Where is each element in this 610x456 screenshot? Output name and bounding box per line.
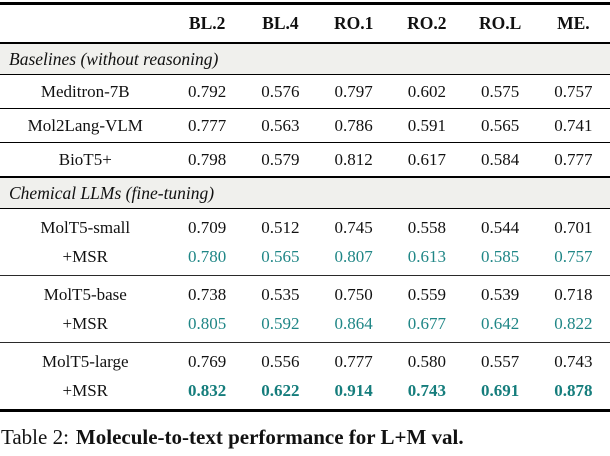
- caption-number: Table 2:: [1, 425, 69, 449]
- table-caption: Table 2: Molecule-to-text performance for…: [0, 425, 610, 450]
- metric-cell-best: 0.878: [536, 376, 610, 412]
- metric-cell-highlighted: 0.864: [317, 309, 391, 343]
- table-row-molt5-large-msr: +MSR 0.832 0.622 0.914 0.743 0.691 0.878: [0, 376, 610, 412]
- header-col-me: ME.: [557, 13, 590, 33]
- metric-cell: 0.591: [390, 108, 464, 143]
- metric-cell: 0.701: [554, 217, 593, 237]
- metric-cell: 0.777: [334, 351, 373, 371]
- metric-cell: 0.535: [261, 284, 300, 304]
- metric-cell: 0.792: [170, 74, 244, 109]
- row-label: Mol2Lang-VLM: [0, 108, 171, 143]
- metric-cell: 0.576: [243, 74, 318, 109]
- row-label: +MSR: [0, 309, 171, 343]
- metric-cell: 0.575: [463, 74, 537, 109]
- section-header-chemical-llms: Chemical LLMs (fine-tuning): [0, 177, 610, 209]
- metric-cell-best: 0.914: [317, 376, 391, 412]
- row-label: BioT5+: [0, 142, 171, 178]
- metric-cell: 0.741: [536, 108, 610, 143]
- metric-cell-highlighted: 0.565: [243, 242, 318, 276]
- metric-cell: 0.745: [334, 217, 373, 237]
- results-table: BL.2 BL.4 RO.1 RO.2 RO.L ME. Baselines (…: [0, 2, 610, 412]
- metric-cell-highlighted: 0.757: [536, 242, 610, 276]
- row-label: MolT5-base: [43, 284, 127, 304]
- metric-cell: 0.580: [407, 351, 446, 371]
- metric-cell: 0.757: [536, 74, 610, 109]
- caption-title: Molecule-to-text performance for L+M val…: [75, 425, 464, 449]
- metric-cell: 0.718: [554, 284, 593, 304]
- table-row-biot5: BioT5+ 0.798 0.579 0.812 0.617 0.584 0.7…: [0, 142, 610, 178]
- metric-cell: 0.579: [243, 142, 318, 178]
- metric-cell: 0.558: [407, 217, 446, 237]
- header-col-bl4: BL.4: [262, 13, 299, 33]
- metric-cell: 0.565: [463, 108, 537, 143]
- row-label: +MSR: [0, 242, 171, 276]
- header-col-ro1: RO.1: [333, 13, 374, 33]
- header-col-rol: RO.L: [478, 13, 522, 33]
- header-col-bl2: BL.2: [188, 13, 226, 33]
- metric-cell-highlighted: 0.592: [243, 309, 318, 343]
- row-label: Meditron-7B: [0, 74, 171, 109]
- metric-cell-highlighted: 0.585: [463, 242, 537, 276]
- row-label: MolT5-small: [40, 217, 131, 237]
- metric-cell: 0.777: [170, 108, 244, 143]
- metric-cell-best: 0.832: [170, 376, 244, 412]
- metric-cell-highlighted: 0.805: [170, 309, 244, 343]
- metric-cell-highlighted: 0.807: [317, 242, 391, 276]
- header-corner-cell: [0, 4, 171, 44]
- metric-cell-best: 0.622: [243, 376, 318, 412]
- row-label: +MSR: [0, 376, 171, 412]
- section-title: Baselines (without reasoning): [0, 43, 610, 75]
- table-row-mol2lang: Mol2Lang-VLM 0.777 0.563 0.786 0.591 0.5…: [0, 108, 610, 143]
- metric-cell-best: 0.743: [390, 376, 464, 412]
- metric-cell: 0.743: [554, 351, 593, 371]
- metric-cell: 0.556: [261, 351, 300, 371]
- metric-cell: 0.798: [170, 142, 244, 178]
- row-label: MolT5-large: [41, 351, 129, 371]
- metric-cell: 0.584: [463, 142, 537, 178]
- metric-cell: 0.563: [243, 108, 318, 143]
- section-title: Chemical LLMs (fine-tuning): [0, 177, 610, 209]
- header-col-ro2: RO.2: [407, 13, 447, 33]
- metric-cell-best: 0.691: [463, 376, 537, 412]
- table-row-molt5-large: MolT5-large 0.769 0.556 0.777 0.580 0.55…: [0, 343, 610, 377]
- metric-cell: 0.769: [188, 351, 227, 371]
- metric-cell: 0.812: [317, 142, 391, 178]
- section-header-baselines: Baselines (without reasoning): [0, 43, 610, 75]
- metric-cell: 0.559: [407, 284, 446, 304]
- metric-cell: 0.709: [188, 217, 227, 237]
- metric-cell-highlighted: 0.822: [536, 309, 610, 343]
- metric-cell: 0.738: [188, 284, 227, 304]
- metric-cell: 0.777: [536, 142, 610, 178]
- metric-cell: 0.512: [261, 217, 300, 237]
- metric-cell: 0.797: [317, 74, 391, 109]
- metric-cell-highlighted: 0.780: [170, 242, 244, 276]
- table-row-molt5-base-msr: +MSR 0.805 0.592 0.864 0.677 0.642 0.822: [0, 309, 610, 343]
- metric-cell-highlighted: 0.613: [390, 242, 464, 276]
- metric-cell-highlighted: 0.677: [390, 309, 464, 343]
- metric-cell: 0.786: [317, 108, 391, 143]
- table-row-meditron: Meditron-7B 0.792 0.576 0.797 0.602 0.57…: [0, 74, 610, 109]
- metric-cell: 0.557: [480, 351, 520, 371]
- table-row-molt5-small-msr: +MSR 0.780 0.565 0.807 0.613 0.585 0.757: [0, 242, 610, 276]
- metric-cell: 0.544: [480, 217, 520, 237]
- table-row-molt5-small: MolT5-small 0.709 0.512 0.745 0.558 0.54…: [0, 209, 610, 243]
- metric-cell: 0.602: [390, 74, 464, 109]
- metric-cell-highlighted: 0.642: [463, 309, 537, 343]
- metric-cell: 0.539: [480, 284, 520, 304]
- metric-cell: 0.750: [334, 284, 373, 304]
- metric-cell: 0.617: [390, 142, 464, 178]
- table-header-row: BL.2 BL.4 RO.1 RO.2 RO.L ME.: [0, 3, 610, 44]
- table-row-molt5-base: MolT5-base 0.738 0.535 0.750 0.559 0.539…: [0, 276, 610, 310]
